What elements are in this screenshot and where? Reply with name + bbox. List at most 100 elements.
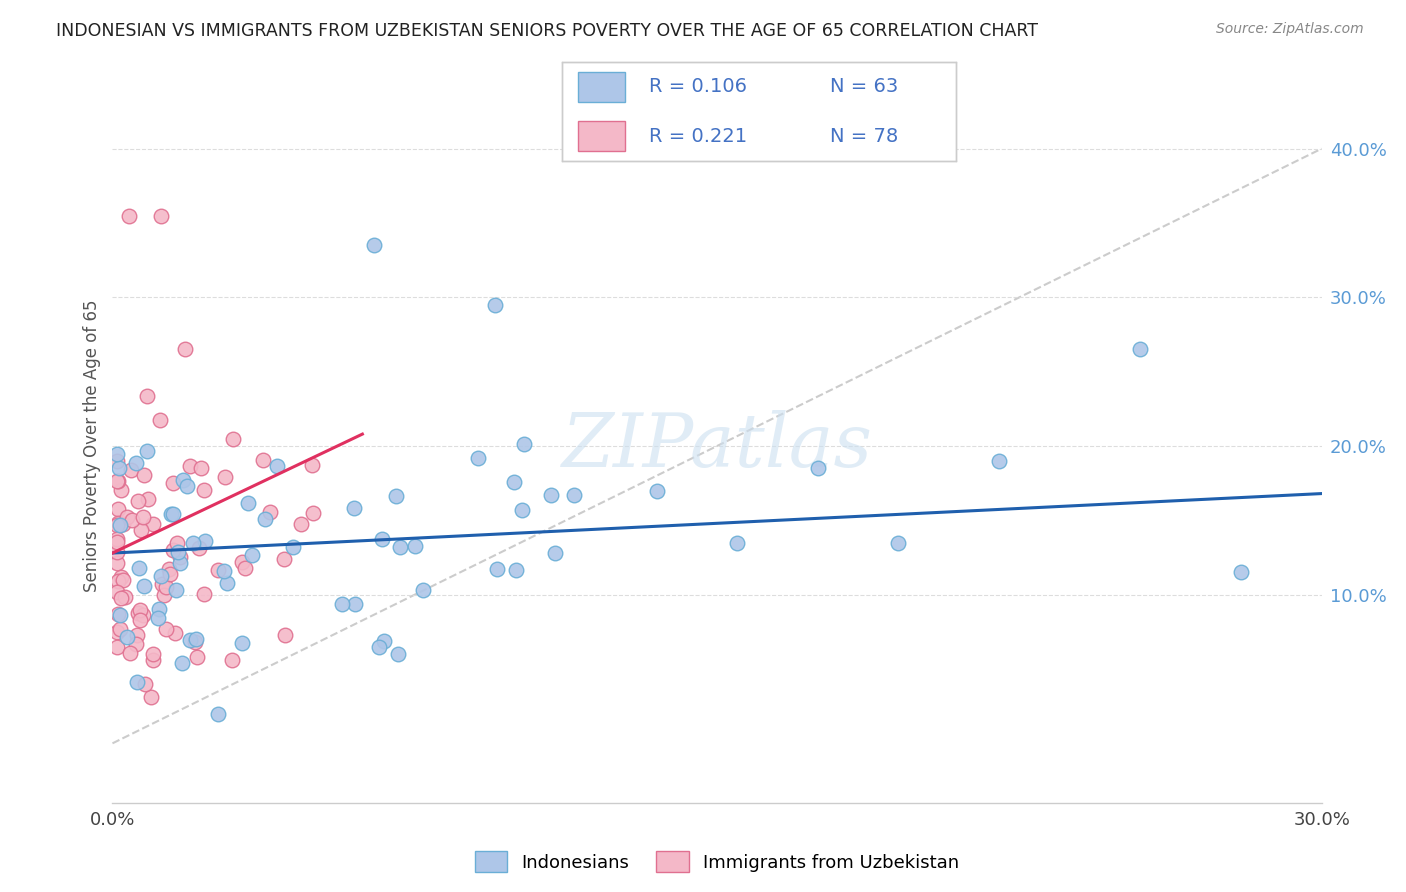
Point bbox=[186, 632, 208, 647]
Point bbox=[157, 562, 180, 576]
Text: R = 0.106: R = 0.106 bbox=[650, 78, 747, 96]
Point bbox=[120, 463, 142, 477]
Point bbox=[485, 562, 508, 576]
Point bbox=[150, 576, 173, 591]
Point bbox=[105, 447, 128, 461]
Point bbox=[231, 555, 253, 569]
Point bbox=[155, 622, 177, 636]
Point bbox=[134, 467, 156, 482]
Point bbox=[132, 510, 155, 524]
Point bbox=[505, 563, 527, 577]
Point bbox=[115, 630, 138, 644]
Point bbox=[112, 517, 135, 532]
Point bbox=[142, 647, 165, 661]
Point bbox=[169, 557, 191, 571]
Point bbox=[105, 532, 128, 546]
FancyBboxPatch shape bbox=[578, 121, 626, 151]
Point bbox=[193, 483, 215, 497]
Text: N = 78: N = 78 bbox=[830, 127, 898, 145]
Point bbox=[162, 542, 184, 557]
Point bbox=[117, 209, 139, 223]
Point bbox=[273, 628, 295, 642]
Point bbox=[125, 627, 148, 641]
Point bbox=[194, 534, 217, 549]
Point bbox=[387, 647, 409, 661]
Point bbox=[139, 690, 162, 704]
Point bbox=[184, 635, 207, 649]
Text: Source: ZipAtlas.com: Source: ZipAtlas.com bbox=[1216, 22, 1364, 37]
Point bbox=[503, 475, 526, 489]
Point bbox=[136, 389, 159, 403]
Point bbox=[169, 550, 191, 565]
Point bbox=[562, 488, 585, 502]
Point bbox=[513, 437, 536, 451]
Text: R = 0.221: R = 0.221 bbox=[650, 127, 747, 145]
Point bbox=[412, 583, 434, 598]
Point bbox=[190, 461, 212, 475]
Point bbox=[215, 576, 238, 591]
Point bbox=[124, 456, 146, 470]
Point bbox=[484, 298, 506, 312]
Point bbox=[149, 209, 172, 223]
Point bbox=[172, 657, 194, 671]
Point bbox=[1230, 566, 1253, 580]
Text: INDONESIAN VS IMMIGRANTS FROM UZBEKISTAN SENIORS POVERTY OVER THE AGE OF 65 CORR: INDONESIAN VS IMMIGRANTS FROM UZBEKISTAN… bbox=[56, 22, 1038, 40]
Point bbox=[127, 606, 149, 620]
Point bbox=[159, 567, 181, 582]
Point bbox=[212, 564, 235, 578]
Point bbox=[148, 610, 170, 624]
Point bbox=[233, 561, 256, 575]
Point bbox=[988, 454, 1011, 468]
Point bbox=[207, 563, 229, 577]
Point bbox=[127, 494, 149, 508]
Point bbox=[214, 469, 236, 483]
Point bbox=[111, 573, 134, 587]
Point bbox=[302, 506, 325, 520]
Point bbox=[162, 508, 184, 522]
Point bbox=[149, 569, 172, 583]
Point bbox=[129, 602, 152, 616]
Point bbox=[181, 535, 204, 549]
Text: N = 63: N = 63 bbox=[830, 78, 898, 96]
Point bbox=[162, 476, 184, 491]
Point bbox=[105, 517, 128, 532]
Point bbox=[108, 608, 131, 623]
Point bbox=[136, 492, 159, 507]
Point bbox=[129, 523, 152, 537]
Point bbox=[332, 597, 354, 611]
Point bbox=[385, 489, 408, 503]
Point bbox=[107, 607, 129, 621]
Point bbox=[1129, 343, 1152, 357]
Point bbox=[186, 649, 208, 664]
Point bbox=[222, 432, 245, 446]
Point bbox=[110, 518, 132, 533]
Point bbox=[107, 501, 129, 516]
Point bbox=[176, 479, 198, 493]
Point bbox=[404, 539, 426, 553]
Point bbox=[108, 461, 131, 475]
Point bbox=[231, 636, 253, 650]
Point bbox=[110, 591, 132, 606]
Point bbox=[105, 453, 128, 467]
Point bbox=[253, 512, 276, 526]
Point bbox=[159, 507, 181, 521]
Point bbox=[193, 587, 215, 601]
Point bbox=[125, 638, 148, 652]
Point bbox=[148, 602, 170, 616]
Point bbox=[179, 458, 201, 473]
Point bbox=[110, 569, 132, 583]
Point bbox=[149, 413, 172, 427]
Point bbox=[107, 516, 129, 531]
Point bbox=[128, 561, 150, 575]
Point bbox=[236, 495, 259, 509]
Point bbox=[165, 582, 187, 597]
Point bbox=[368, 640, 391, 654]
Point bbox=[105, 556, 128, 570]
Point bbox=[153, 588, 176, 602]
Point bbox=[174, 343, 197, 357]
Point bbox=[107, 574, 129, 588]
Point bbox=[135, 443, 157, 458]
Point bbox=[105, 474, 128, 488]
Point bbox=[807, 461, 830, 475]
Y-axis label: Seniors Poverty Over the Age of 65: Seniors Poverty Over the Age of 65 bbox=[83, 300, 101, 592]
